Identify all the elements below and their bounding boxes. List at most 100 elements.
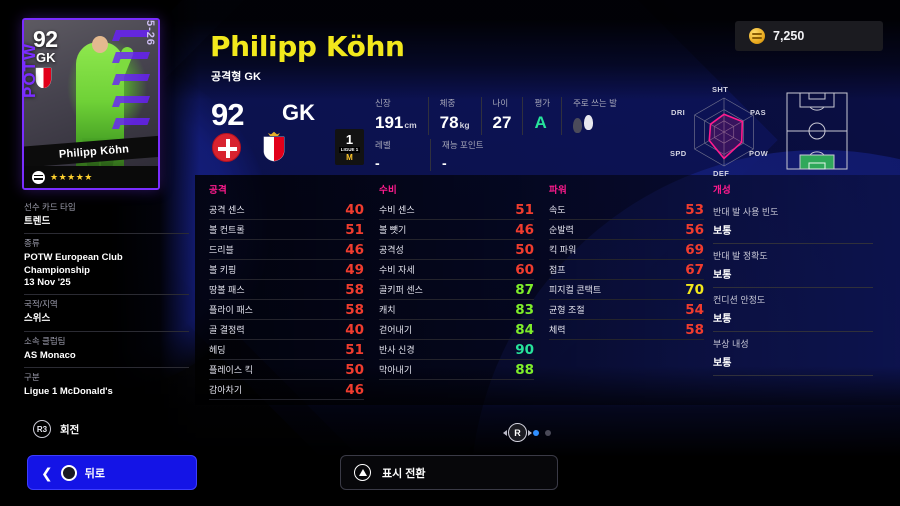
stat-column-defense: 수비 수비 센스 51 볼 뺏기 46 공격성 50 수비 자세 60 골키퍼 센스 87 캐치 83… [379,182,534,380]
attribute-radar-chart: SHT PAS POW DEF SPD DRI [670,85,772,178]
info-row: 구분 Ligue 1 McDonald's [24,368,189,403]
info-label: 종류 [24,238,40,249]
personality-value: 보통 [713,314,732,325]
stat-name: 걷어내기 [379,325,413,335]
stat-name: 플레이스 킥 [209,365,253,375]
page-dot-1[interactable] [533,429,539,436]
vital-label: 주로 쓰는 발 [573,98,617,108]
info-label: 국적/지역 [24,299,58,310]
stat-row: 순발력 56 [549,220,704,240]
stat-row: 체력 58 [549,320,704,340]
radar-label-dri: DRI [671,108,686,117]
circle-button-icon [60,464,77,481]
stat-name: 반사 신경 [379,345,415,355]
info-label: 선수 카드 타입 [24,202,76,212]
stat-value: 58 [345,301,364,318]
personality-name: 반대 발 사용 빈도 [713,207,779,217]
stat-name: 골 결정력 [209,325,245,335]
stat-name: 수비 센스 [379,205,415,215]
stat-name: 점프 [549,265,566,275]
stat-row: 공격성 50 [379,240,534,260]
info-value: 트렌드 [24,216,51,227]
stat-column-power: 파워 속도 53 순발력 56 킥 파워 69 점프 67 피지컬 콘택트 70 균형 조절 54 체력… [549,182,704,340]
stat-value: 60 [515,261,534,278]
column-title: 수비 [379,185,397,196]
stat-row: 걷어내기 84 [379,320,534,340]
stat-name: 킥 파워 [549,245,577,255]
stat-name: 균형 조절 [549,305,585,315]
stat-value: 51 [515,201,534,218]
vital-value: - [375,155,380,171]
stat-value: 70 [685,281,704,298]
player-position: GK [282,100,315,125]
stat-row: 플라이 패스 58 [209,300,364,320]
personality-value: 보통 [713,226,732,237]
stat-value: 90 [515,341,534,358]
column-title: 공격 [209,185,227,196]
player-card[interactable]: 92 GK 25-26 POTW Philipp Köhn ★★★★★ [22,18,160,190]
stat-name: 골키퍼 센스 [379,285,423,295]
back-button[interactable]: ❮ 뒤로 [27,455,197,490]
ligue1-badge-icon: 1 LIGUE 1 M [335,129,364,165]
vital-weight: 체중 78kg [440,97,482,135]
stat-name: 공격성 [379,245,404,255]
stat-row: 수비 센스 51 [379,200,534,220]
switzerland-flag-icon [212,133,241,162]
page-dot-2[interactable] [545,429,551,436]
triangle-button-icon [354,464,371,481]
page-indicator[interactable]: R [503,423,551,442]
info-value: POTW European Club Championship 13 Nov '… [24,252,123,289]
stat-value: 58 [685,321,704,338]
stat-name: 순발력 [549,225,574,235]
stat-value: 50 [345,361,364,378]
page-title: Philipp Köhn [210,30,405,63]
vital-height: 신장 191cm [375,97,429,135]
vital-label: 신장 [375,98,391,108]
info-value: AS Monaco [24,349,76,361]
rotate-label: 회전 [60,423,80,436]
info-label: 소속 클럽팀 [24,335,66,346]
vital-label: 체중 [439,98,456,108]
personality-name: 부상 내성 [713,339,749,349]
info-label: 구분 [24,372,40,383]
stat-name: 땅볼 패스 [209,285,245,295]
stat-row: 점프 67 [549,260,704,280]
toggle-display-button[interactable]: 표시 전환 [340,455,558,490]
stat-name: 헤딩 [209,345,226,355]
radar-label-def: DEF [713,169,730,178]
radar-label-pas: PAS [750,108,767,117]
stat-row: 헤딩 51 [209,340,364,360]
stat-name: 속도 [549,205,566,215]
card-club-crest-icon [35,67,52,88]
currency-display: 7,250 [735,21,883,51]
vital-age: 나이 27 [493,97,524,135]
stat-row: 감아차기 46 [209,380,364,400]
r-button-icon: R [503,423,532,442]
card-footer: ★★★★★ [24,166,158,188]
player-info-list: 선수 카드 타입 트렌드 종류 POTW European Club Champ… [24,198,189,403]
stat-name: 수비 자세 [379,265,415,275]
personality-value: 보통 [713,358,732,369]
stat-row: 볼 키핑 49 [209,260,364,280]
stat-row: 속도 53 [549,200,704,220]
stat-value: 46 [345,241,364,258]
stat-value: 88 [515,361,534,378]
stat-name: 공격 센스 [209,205,245,215]
vital-value: 78kg [440,113,470,133]
vital-unit: kg [459,120,470,130]
stat-row: 피지컬 콘택트 70 [549,280,704,300]
card-player-name: Philipp Köhn [58,142,130,161]
stat-row: 볼 컨트롤 51 [209,220,364,240]
stat-list-attack: 공격 센스 40 볼 컨트롤 51 드리블 46 볼 키핑 49 땅볼 패스 58 플라이 패스 58… [209,200,364,400]
stat-value: 58 [345,281,364,298]
toggle-display-label: 표시 전환 [382,467,426,480]
stat-value: 54 [685,301,704,318]
vital-number: 191 [375,113,404,132]
overall-rating: 92 [211,97,244,132]
stat-row: 수비 자세 60 [379,260,534,280]
back-button-label: 뒤로 [84,467,105,480]
stat-row: 균형 조절 54 [549,300,704,320]
rotate-hint[interactable]: R3 회전 [33,420,79,438]
info-row: 소속 클럽팀 AS Monaco [24,332,189,369]
